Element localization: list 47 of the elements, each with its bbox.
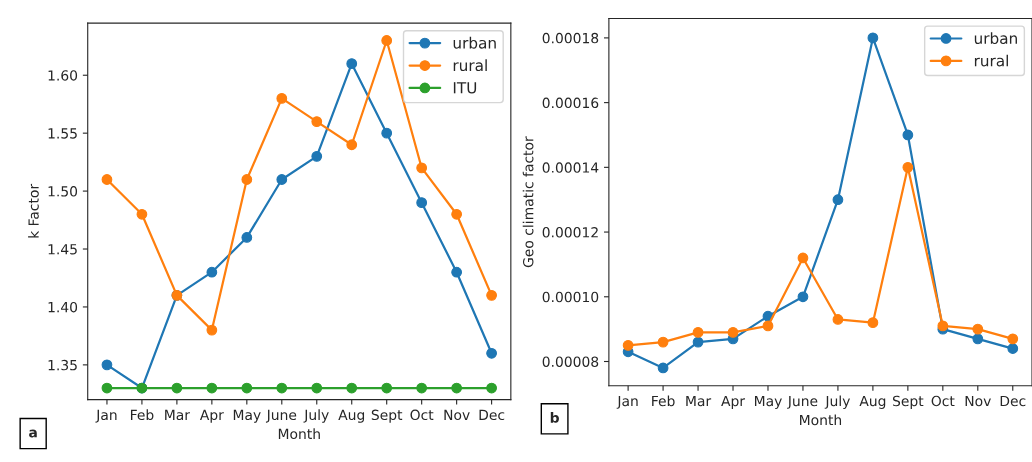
x-tick-label: Apr — [199, 409, 224, 423]
x-tick-label: June — [787, 395, 818, 409]
x-tick-label: June — [265, 409, 297, 423]
text: b — [550, 412, 559, 423]
x-axis-title: Month — [800, 414, 842, 426]
y-tick-label: 0.00018 — [542, 32, 599, 44]
x-tick-label: Dec — [479, 409, 505, 421]
y-tick-label: 1.40 — [48, 301, 78, 313]
x-tick-label: Oct — [410, 409, 434, 421]
legend-label: rural — [974, 54, 1008, 67]
y-tick-label: 1.45 — [48, 244, 77, 255]
x-tick-label: Feb — [130, 409, 154, 421]
x-tick-label: Sept — [892, 395, 924, 409]
x-tick-label: Apr — [721, 395, 746, 409]
x-tick-label: Aug — [338, 409, 365, 423]
y-axis-title: Geo climatic factor — [522, 136, 534, 268]
x-tick-label: Oct — [931, 395, 955, 407]
text: a — [29, 429, 37, 438]
x-tick-label: May — [233, 409, 261, 423]
x-tick-label: Feb — [652, 395, 675, 407]
y-tick-label: 0.00014 — [542, 162, 599, 173]
x-tick-label: Aug — [859, 395, 886, 409]
x-tick-label: Sept — [371, 409, 403, 423]
legend-label: rural — [453, 59, 487, 72]
legend-label: ITU — [453, 82, 477, 94]
x-tick-label: Nov — [444, 409, 470, 421]
x-tick-label: Jan — [95, 409, 117, 423]
y-tick-label: 0.00016 — [542, 97, 599, 109]
y-tick-label: 0.00012 — [542, 227, 598, 238]
y-tick-label: 1.60 — [48, 70, 78, 81]
x-tick-label: Nov — [965, 395, 991, 407]
y-tick-label: 0.00010 — [542, 291, 599, 303]
x-tick-label: Jan — [616, 395, 638, 409]
x-tick-label: Mar — [686, 395, 712, 407]
y-tick-label: 0.00008 — [542, 356, 599, 367]
legend-label: urban — [453, 36, 496, 49]
y-tick-label: 1.35 — [48, 359, 77, 371]
x-tick-label: Dec — [1000, 395, 1026, 407]
x-tick-label: July — [303, 409, 329, 423]
x-tick-label: July — [824, 395, 850, 409]
x-axis-title: Month — [278, 428, 320, 440]
y-tick-label: 1.50 — [48, 186, 78, 197]
y-axis-title: k Factor — [28, 183, 39, 238]
x-tick-label: May — [754, 395, 782, 409]
x-tick-label: Mar — [165, 409, 190, 421]
y-tick-label: 1.55 — [48, 128, 77, 139]
legend-label: urban — [974, 32, 1017, 45]
